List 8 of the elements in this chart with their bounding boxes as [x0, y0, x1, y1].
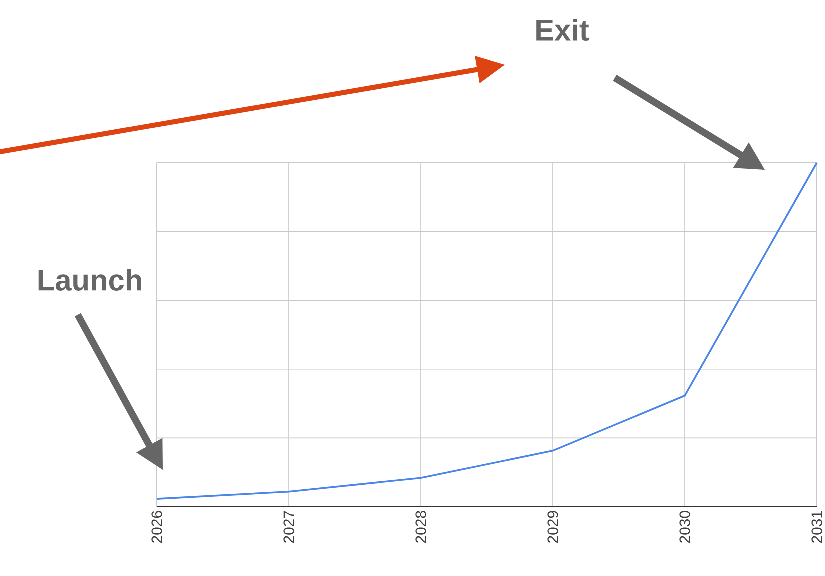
text: Launch	[38, 269, 142, 291]
x-tick-label: 2031	[812, 511, 822, 544]
x-tick-label: 2029	[548, 511, 558, 544]
x-tick-label: 2028	[416, 511, 426, 544]
x-tick-label: 2027	[284, 511, 294, 544]
text: Exit	[536, 19, 590, 41]
x-tick-label: 2026	[152, 511, 162, 544]
x-tick-label: 2030	[680, 511, 690, 544]
